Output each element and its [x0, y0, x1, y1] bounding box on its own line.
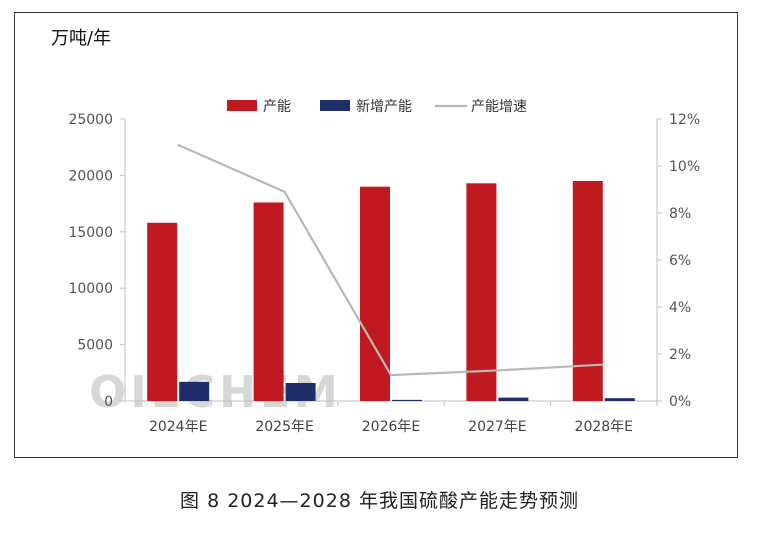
bar-new-capacity [604, 398, 635, 401]
bar-new-capacity [179, 381, 210, 401]
chart-frame: 万吨/年 OILCHEM 产能 新增产能 产能增速 0 5000 10000 15000 2… [14, 12, 738, 458]
growth-rate-point [603, 363, 605, 366]
bar-new-capacity [392, 399, 422, 401]
bar-new-capacity [498, 397, 529, 401]
legend-label-2: 产能增速 [471, 99, 527, 115]
bar-capacity [253, 202, 284, 401]
left-tick-label: 25000 [68, 112, 113, 128]
right-tick-label: 4% [669, 300, 691, 316]
x-tick-label: 2026年E [362, 419, 420, 435]
growth-rate-point [283, 191, 286, 193]
bar-capacity [572, 181, 603, 401]
right-tick-label: 0% [669, 394, 691, 410]
left-tick-label: 0 [104, 394, 113, 410]
axes: 0 5000 10000 15000 20000 25000 0% 2% 4% 6% 8% 10% 12… [68, 112, 700, 410]
legend-label-1: 新增产能 [356, 99, 412, 115]
growth-rate-point [390, 374, 392, 376]
growth-rate-line [177, 143, 604, 377]
right-tick-label: 6% [669, 253, 691, 269]
legend: 产能 新增产能 产能增速 [227, 99, 527, 115]
chart-svg: 万吨/年 OILCHEM 产能 新增产能 产能增速 0500010000150002… [51, 28, 700, 435]
figure-caption: 图 8 2024—2028 年我国硫酸产能走势预测 [180, 490, 579, 512]
growth-rate-point [177, 144, 179, 146]
right-tick-label: 2% [669, 347, 691, 363]
left-tick-label: 10000 [68, 281, 113, 297]
right-tick-label: 10% [669, 159, 700, 175]
left-axis-unit: 万吨/年 [51, 28, 111, 49]
left-tick-label: 5000 [77, 338, 113, 354]
bar-capacity [466, 183, 497, 401]
x-axis-labels: 2024年E 2025年E 2026年E 2027年E 2028年E [149, 419, 633, 435]
x-tick-label: 2024年E [149, 419, 207, 435]
growth-rate-point [496, 369, 499, 372]
legend-swatch-1 [320, 100, 350, 111]
legend-label-0: 产能 [263, 99, 291, 115]
left-tick-label: 15000 [68, 225, 113, 241]
bar-new-capacity [285, 382, 316, 401]
legend-swatch-0 [227, 100, 257, 111]
left-tick-label: 20000 [68, 168, 113, 184]
right-tick-label: 8% [669, 206, 691, 222]
x-tick-label: 2027年E [468, 419, 526, 435]
bar-capacity [147, 222, 178, 401]
right-tick-label: 12% [669, 112, 700, 128]
lines [177, 143, 605, 377]
bar-capacity [360, 186, 390, 401]
x-tick-label: 2028年E [575, 419, 633, 435]
x-tick-label: 2025年E [255, 419, 313, 435]
